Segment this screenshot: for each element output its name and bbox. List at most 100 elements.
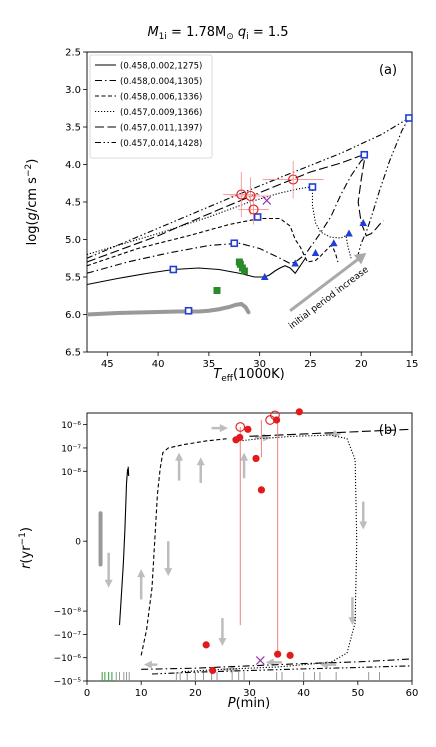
purple-cross [262, 196, 272, 205]
blue-square-point [169, 265, 178, 274]
y-tick-label: 0 [75, 538, 81, 548]
blue-square-point [184, 306, 193, 315]
start-track [87, 301, 251, 317]
flow-arrow [240, 452, 249, 479]
x-tick-label: 25 [304, 359, 317, 370]
legend: (0.458,0.002,1275) (0.458,0.004,1305) (0.4… [89, 54, 213, 159]
series-line [87, 116, 411, 263]
series-line [141, 658, 413, 670]
red-filled-circle [244, 425, 252, 433]
flow-arrow [211, 424, 228, 433]
legend-box [89, 54, 213, 159]
x-tick-label: 60 [406, 688, 419, 699]
green-square-point [240, 267, 248, 275]
panel-a: 45 40 35 30 25 20 15 2.5 3.0 3.5 4.0 4.5 5.0 5.5 6.0 6.… [24, 48, 418, 385]
series-line [151, 665, 413, 675]
red-filled-circle [202, 641, 210, 649]
series-line [140, 438, 228, 656]
y-tick-label: −10⁻⁷ [54, 631, 82, 641]
red-filled-circle [286, 651, 294, 659]
red-open-circle [288, 174, 299, 185]
x-tick-label: 45 [101, 359, 114, 370]
green-square-point [236, 260, 244, 268]
flow-arrow [104, 552, 113, 588]
y-tick-label: −10⁻⁵ [54, 678, 82, 688]
red-filled-circle [236, 433, 244, 442]
flow-arrow [218, 618, 227, 647]
red-filled-circle [257, 486, 266, 494]
legend-entry: (0.458,0.004,1305) [120, 77, 202, 87]
red-open-circle [270, 410, 280, 421]
y-tick-label: 5.0 [65, 235, 81, 246]
panel-b-frame [86, 412, 413, 682]
x-tick-label: 15 [406, 359, 419, 370]
series-line [87, 154, 384, 263]
legend-entry: (0.458,0.006,1336) [120, 93, 202, 103]
x-tick-label: 35 [203, 359, 216, 370]
blue-square-point [360, 150, 369, 159]
blue-triangle-point [329, 239, 338, 247]
red-filled-circle [209, 666, 217, 675]
blue-square-point [405, 114, 413, 122]
initial-period-arrow [289, 253, 367, 312]
y-tick-label: 10⁻⁶ [61, 421, 81, 431]
panel-a-label: (a) [379, 63, 397, 78]
y-tick-label: 3.5 [65, 123, 81, 134]
panel-b-ylabel: r(yr−1) [18, 527, 34, 569]
panel-b-label: (b) [379, 423, 397, 438]
panel-a-xlabel: Teff(1000K) [213, 367, 284, 384]
x-tick-label: 20 [355, 359, 368, 370]
y-tick-label: −10⁻⁶ [54, 654, 82, 664]
arrow-shaft [289, 257, 361, 312]
x-tick-label: 10 [135, 688, 148, 699]
figure-title: M1i = 1.78M⊙ qi = 1.5 [147, 25, 288, 42]
panel-a-ylabel: log(g/cm s−2) [24, 159, 40, 246]
y-tick-label: 6.0 [65, 310, 81, 321]
blue-triangle-point [311, 249, 320, 256]
flow-arrow [359, 501, 368, 530]
x-tick-label: 20 [189, 688, 202, 699]
y-tick-label: 2.5 [65, 48, 81, 59]
y-tick-label: 4.5 [65, 198, 81, 209]
series-line [118, 466, 130, 626]
red-open-circle [245, 190, 256, 202]
legend-entry: (0.458,0.002,1275) [120, 62, 202, 72]
x-tick-label: 40 [152, 359, 165, 370]
green-square-point [213, 287, 221, 294]
blue-triangle-point [260, 273, 269, 280]
red-open-circle [235, 422, 246, 432]
y-tick-label: 10⁻⁸ [61, 468, 81, 478]
x-tick-label: 30 [243, 688, 256, 699]
legend-entry: (0.457,0.011,1397) [120, 124, 202, 134]
purple-cross [255, 656, 265, 665]
blue-square-point [253, 213, 262, 221]
flow-arrow [348, 597, 357, 626]
blue-triangle-point [291, 259, 300, 267]
x-tick-label: 40 [297, 688, 310, 699]
blue-square-point [308, 183, 317, 191]
x-tick-label: 50 [351, 688, 364, 699]
y-tick-label: 4.0 [65, 160, 81, 171]
red-filled-circle [252, 454, 260, 463]
flow-arrow [137, 569, 146, 600]
blue-triangle-point [359, 219, 368, 226]
red-filled-circle [295, 408, 303, 416]
flow-arrow [175, 452, 184, 481]
legend-entry: (0.457,0.014,1428) [120, 139, 202, 149]
y-tick-label: 6.5 [65, 348, 81, 359]
legend-entry: (0.457,0.009,1366) [120, 108, 202, 118]
flow-arrow [164, 541, 173, 577]
blue-square-point [230, 239, 239, 248]
y-tick-label: 10⁻⁷ [61, 444, 81, 454]
y-tick-label: 5.5 [65, 273, 81, 284]
flow-arrow [143, 660, 158, 669]
blue-triangle-point [345, 229, 353, 237]
y-tick-label: 3.0 [65, 85, 81, 96]
series-line [249, 428, 413, 437]
x-tick-label: 30 [253, 359, 266, 370]
arrow-head [353, 253, 367, 265]
panel-b: 0 10 20 30 40 50 60 −10⁻⁵ −10⁻⁶ −10⁻⁷ −10⁻⁸ 0 10⁻⁸ 10… [18, 408, 418, 711]
series-line [87, 156, 367, 274]
flow-arrow [196, 457, 205, 483]
